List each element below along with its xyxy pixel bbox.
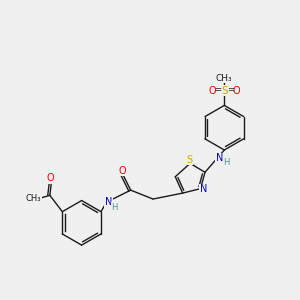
Text: CH₃: CH₃ [26,194,41,203]
Text: CH₃: CH₃ [216,74,232,82]
Text: S: S [221,85,228,96]
Text: =: = [227,85,234,94]
Text: S: S [187,155,193,165]
Text: H: H [223,158,230,167]
Text: N: N [200,184,207,194]
Text: O: O [119,166,127,176]
Text: N: N [216,153,224,163]
Text: O: O [208,85,216,96]
Text: H: H [111,202,118,211]
Text: N: N [105,197,112,207]
Text: =: = [214,85,221,94]
Text: O: O [233,85,241,96]
Text: O: O [47,173,55,183]
